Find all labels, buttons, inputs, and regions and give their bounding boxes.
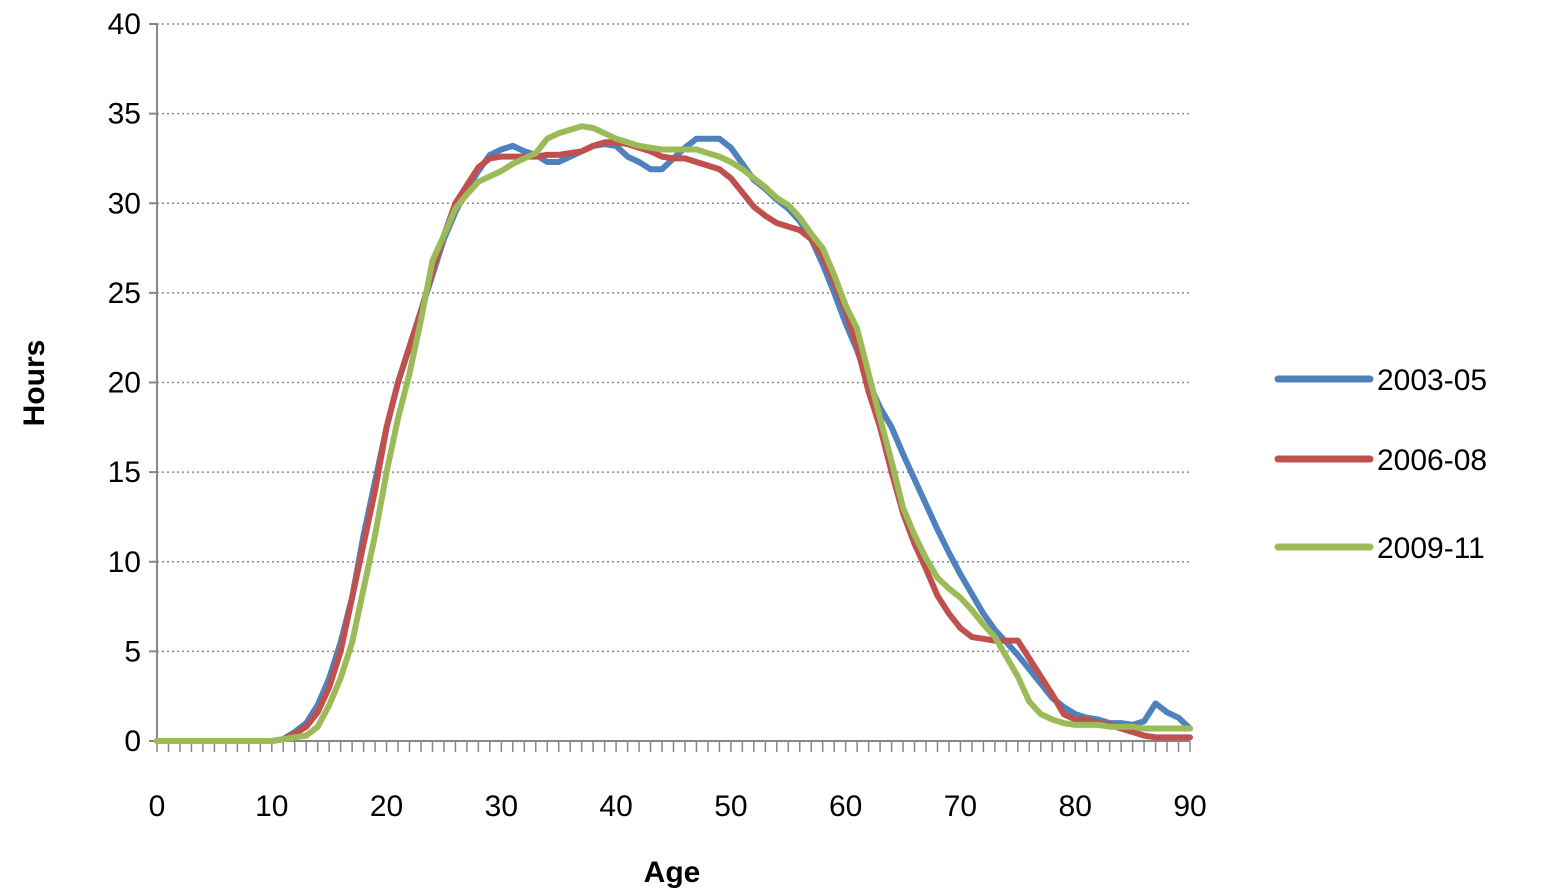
x-axis-title: Age	[644, 856, 701, 889]
legend-label: 2009-11	[1377, 532, 1485, 565]
y-tick-label: 20	[108, 367, 141, 400]
x-tick-label: 50	[714, 790, 747, 823]
legend-label: 2003-05	[1377, 364, 1487, 397]
y-tick-label: 5	[124, 635, 141, 668]
legend-label: 2006-08	[1377, 444, 1487, 477]
y-tick-label: 10	[108, 546, 141, 579]
x-tick-label: 70	[944, 790, 977, 823]
series-line-2006-08	[154, 139, 1193, 744]
x-tick-label: 60	[829, 790, 862, 823]
x-tick-label: 20	[370, 790, 403, 823]
legend: 2003-05 2006-08 2009-11	[1274, 364, 1487, 565]
y-tick-label: 35	[108, 98, 141, 131]
x-tick-label: 40	[599, 790, 632, 823]
y-tick-label: 30	[108, 187, 141, 220]
x-tick-label: 90	[1173, 790, 1206, 823]
gridlines	[157, 23, 1190, 653]
x-ticks: 0 10 20 30 40 50 60 70 80 90	[149, 741, 1207, 823]
y-tick-label: 0	[124, 725, 141, 758]
y-tick-label: 40	[108, 8, 141, 41]
y-ticks: 0 5 10 15 20 25 30 35 40	[108, 8, 157, 758]
y-tick-label: 15	[108, 456, 141, 489]
y-axis-title: Hours	[18, 340, 51, 427]
x-tick-label: 80	[1059, 790, 1092, 823]
x-tick-label: 10	[255, 790, 288, 823]
x-tick-label: 30	[485, 790, 518, 823]
series-line-2009-11	[154, 123, 1193, 744]
y-tick-label: 25	[108, 277, 141, 310]
series-lines	[154, 123, 1193, 744]
x-tick-label: 0	[149, 790, 166, 823]
